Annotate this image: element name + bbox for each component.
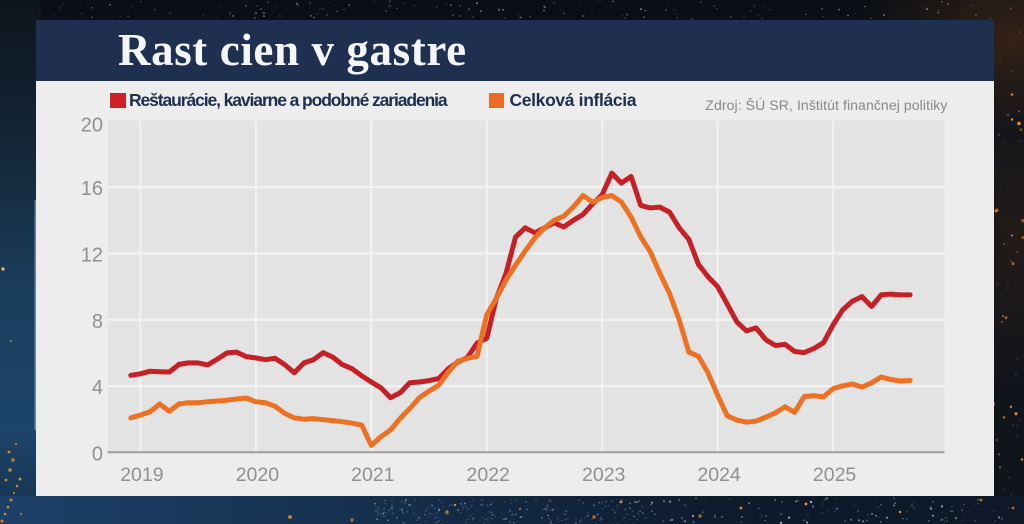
svg-text:2024: 2024 (697, 464, 741, 486)
svg-text:2021: 2021 (351, 464, 394, 486)
svg-text:8: 8 (92, 311, 103, 333)
svg-text:20: 20 (81, 114, 103, 136)
svg-text:2022: 2022 (467, 464, 510, 486)
svg-text:12: 12 (81, 245, 103, 267)
svg-text:4: 4 (92, 377, 103, 399)
svg-text:16: 16 (81, 178, 103, 200)
svg-text:2020: 2020 (236, 464, 280, 486)
svg-text:2023: 2023 (582, 464, 625, 486)
svg-text:2025: 2025 (813, 464, 857, 486)
svg-text:2019: 2019 (120, 464, 163, 486)
svg-text:0: 0 (92, 443, 103, 465)
